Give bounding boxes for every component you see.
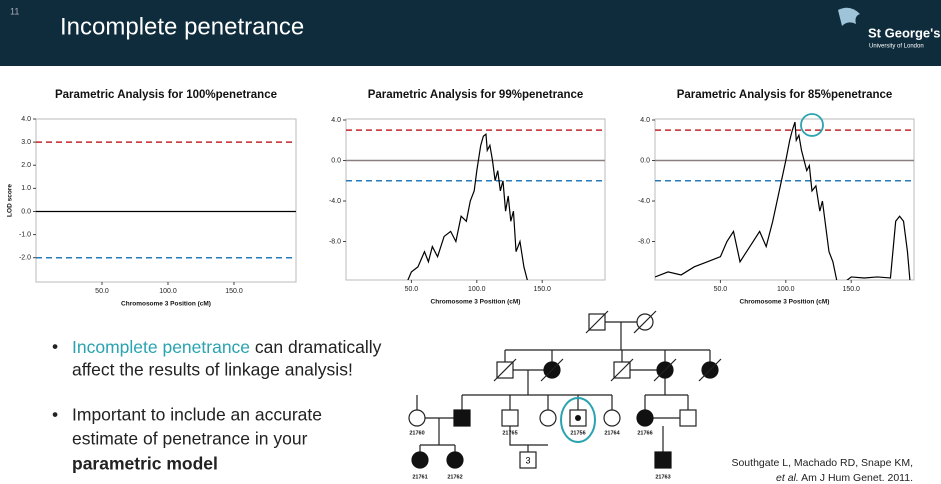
pedigree-id: 21763 (655, 474, 670, 480)
bullet-text: estimate of penetrance in your (72, 429, 308, 449)
clip-group (346, 129, 605, 280)
slide-title: Incomplete penetrance (60, 13, 304, 40)
x-tick-label: 150.0 (225, 288, 243, 295)
pedigree-id: 21762 (447, 474, 462, 480)
chart-title: Parametric Analysis for 100%penetrance (55, 89, 277, 101)
clip-group (36, 141, 296, 259)
y-tick-label: -4.0 (329, 198, 341, 205)
y-tick-label: 3.0 (21, 139, 31, 146)
peak-highlight (800, 113, 824, 137)
header-bar (0, 0, 941, 66)
logo-sub: University of London (869, 44, 924, 50)
y-tick-label: -8.0 (329, 238, 341, 245)
pedigree-id: 21765 (502, 430, 517, 436)
pedigree-id: 21764 (604, 430, 620, 436)
pedigree-id: 21766 (637, 430, 652, 436)
lod-curve (655, 121, 911, 280)
citation: Southgate L, Machado RD, Snape KM, (731, 457, 913, 469)
pedigree (408, 310, 722, 469)
pedigree-id: 21756 (570, 430, 585, 436)
y-axis-label: LOD score (7, 184, 14, 217)
y-tick-label: 4.0 (331, 117, 341, 124)
x-axis-label: Chromosome 3 Position (cM) (431, 299, 521, 306)
plot-frame (654, 118, 915, 281)
x-tick-label: 50.0 (405, 286, 419, 293)
x-tick-label: 150.0 (842, 286, 860, 293)
chart-title: Parametric Analysis for 99%penetrance (368, 89, 584, 101)
clip-group (655, 121, 914, 280)
y-tick-label: -4.0 (638, 198, 650, 205)
chart-title: Parametric Analysis for 85%penetrance (677, 89, 893, 101)
y-tick-label: 0.0 (331, 157, 341, 164)
citation-italic: et al. (776, 472, 799, 484)
x-tick-label: 100.0 (159, 288, 177, 295)
sibship-count: 3 (525, 455, 530, 465)
x-axis-label: Chromosome 3 Position (cM) (121, 301, 211, 308)
bullet-text: can dramatically (250, 337, 382, 357)
x-tick-label: 100.0 (777, 286, 795, 293)
y-tick-label: 0.0 (21, 208, 31, 215)
bullet-highlight: Incomplete penetrance (72, 337, 250, 357)
logo-icon (838, 7, 860, 26)
y-tick-label: 4.0 (21, 116, 31, 123)
slide-number: 11 (10, 6, 19, 16)
y-tick-label: -1.0 (19, 231, 31, 238)
bullet-dot: • (52, 405, 58, 425)
x-axis-label: Chromosome 3 Position (cM) (740, 299, 830, 306)
citation: et al. Am J Hum Genet. 2011. (776, 472, 913, 484)
x-tick-label: 100.0 (468, 286, 486, 293)
y-tick-label: 4.0 (640, 117, 650, 124)
plot-frame (35, 118, 297, 283)
logo: St George's (868, 25, 940, 40)
lod-curve (407, 133, 528, 280)
y-tick-label: 2.0 (21, 162, 31, 169)
bullet-dot: • (52, 337, 58, 357)
bullet: Incomplete penetrance can dramatically (72, 337, 382, 357)
bullet-bold: parametric model (72, 454, 218, 474)
bullet-text: Important to include an accurate (72, 405, 322, 425)
x-tick-label: 50.0 (95, 288, 109, 295)
y-tick-label: 1.0 (21, 185, 31, 192)
y-tick-label: -8.0 (638, 238, 650, 245)
citation-text: Am J Hum Genet. 2011. (799, 472, 913, 484)
y-tick-label: 0.0 (640, 157, 650, 164)
pedigree-id: 21761 (412, 474, 427, 480)
y-tick-label: -2.0 (19, 255, 31, 262)
x-tick-label: 150.0 (533, 286, 551, 293)
x-tick-label: 50.0 (714, 286, 728, 293)
bullet-text: affect the results of linkage analysis! (72, 360, 353, 380)
plot-frame (345, 118, 606, 281)
pedigree-id: 21760 (409, 430, 424, 436)
